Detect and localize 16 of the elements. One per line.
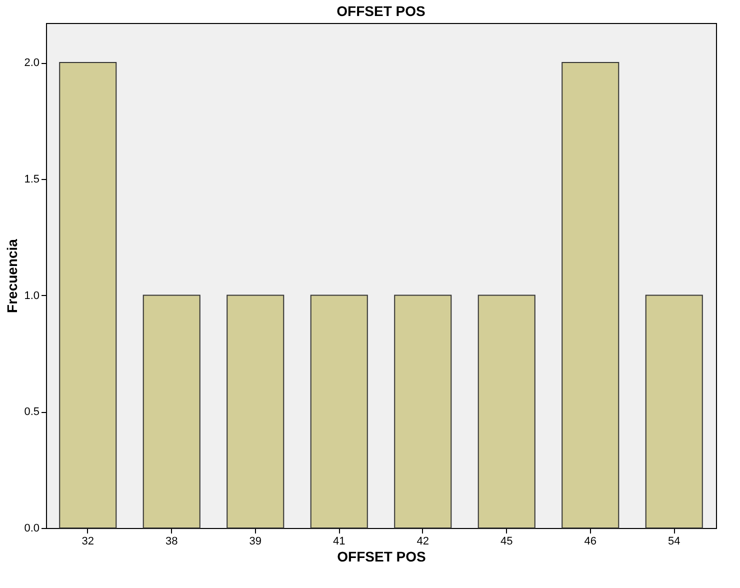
y-tick-label: 0.0 [24,522,40,534]
x-tick-label: 32 [82,536,94,548]
x-tick-label: 54 [668,536,680,548]
y-tick-label: 1.5 [24,173,40,186]
x-tick-label: 42 [416,536,429,548]
x-axis-title: OFFSET POS [337,548,426,564]
y-axis-title: Frecuencia [4,238,20,313]
x-tick-label: 38 [166,536,178,548]
y-tick-label: 1.0 [24,290,40,302]
x-tick-label: 46 [584,536,596,548]
y-tick-label: 2.0 [24,57,40,70]
chart-title: OFFSET POS [336,3,426,19]
x-tick-label: 39 [249,536,262,548]
x-tick-label: 45 [500,536,513,548]
y-tick-label: 0.5 [24,406,40,418]
x-tick-label: 41 [333,536,346,548]
